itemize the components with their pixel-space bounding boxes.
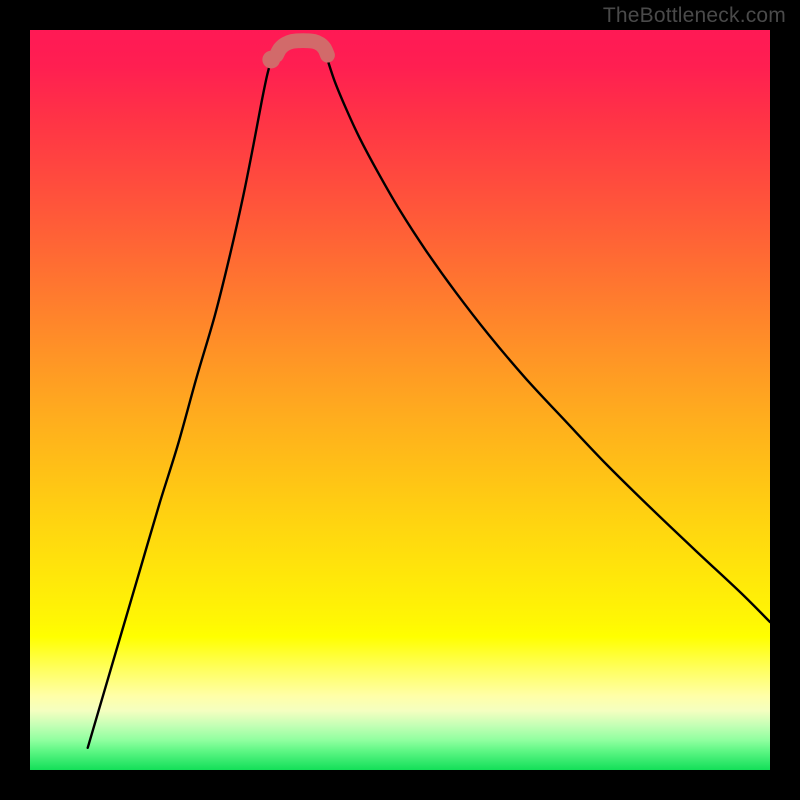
plot-background (30, 30, 770, 770)
chart-canvas: TheBottleneck.com (0, 0, 800, 800)
watermark-text: TheBottleneck.com (603, 4, 786, 28)
chart-svg (0, 0, 800, 800)
valley-dot (262, 51, 280, 69)
